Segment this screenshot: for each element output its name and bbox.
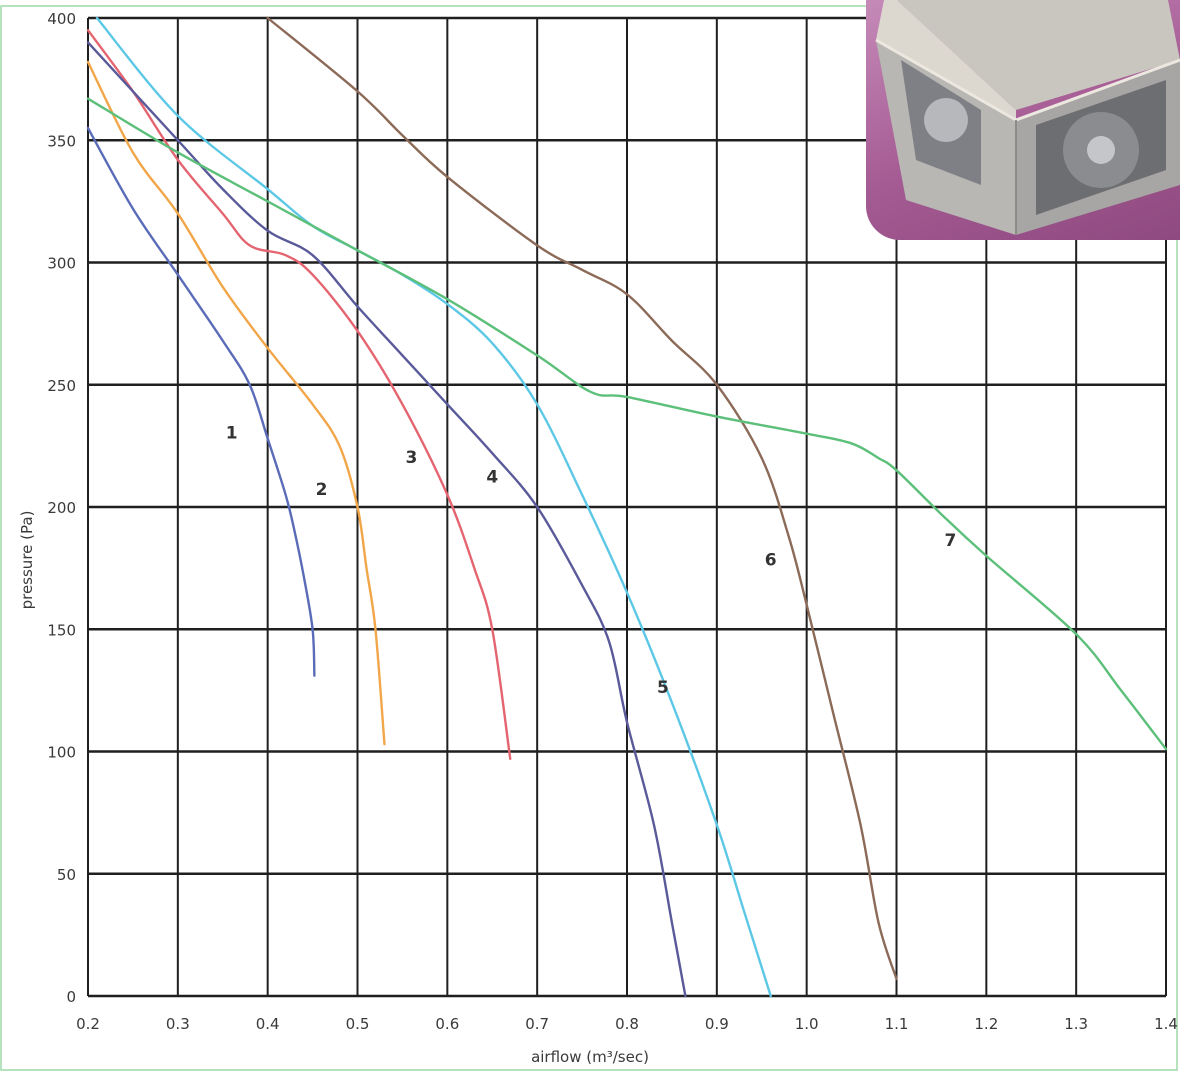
y-tick-label: 350	[47, 132, 76, 150]
y-tick-label: 250	[47, 377, 76, 395]
y-tick-label: 0	[66, 988, 76, 1006]
y-tick-label: 300	[47, 255, 76, 273]
y-tick-label: 150	[47, 621, 76, 639]
y-tick-label: 400	[47, 10, 76, 28]
x-tick-label: 0.2	[76, 1015, 100, 1033]
x-tick-label: 0.5	[346, 1015, 370, 1033]
curve-label-5: 5	[657, 678, 669, 698]
x-axis-label: airflow (m³/sec)	[531, 1048, 649, 1066]
product-photo	[866, 0, 1180, 240]
curve-label-6: 6	[765, 551, 777, 571]
curve-labels: 1 2 3 4 5 6 7	[226, 424, 957, 698]
x-tick-label: 0.4	[256, 1015, 280, 1033]
y-tick-label: 100	[47, 744, 76, 762]
x-tick-label: 0.9	[705, 1015, 729, 1033]
curve-1	[86, 126, 316, 677]
curve-label-7: 7	[944, 531, 956, 551]
curve-label-2: 2	[316, 480, 328, 500]
x-tick-label: 1.2	[974, 1015, 998, 1033]
x-tick-label: 1.3	[1064, 1015, 1088, 1033]
curve-7	[86, 97, 1168, 751]
ventilation-fan-box-icon	[875, 0, 1180, 235]
chart-frame	[0, 5, 1178, 1071]
x-tick-label: 1.4	[1154, 1015, 1178, 1033]
x-tick-label: 1.1	[885, 1015, 909, 1033]
x-tick-label: 1.0	[795, 1015, 819, 1033]
curve-5	[95, 16, 772, 998]
curve-3	[86, 29, 512, 761]
x-tick-label: 0.3	[166, 1015, 190, 1033]
tick-labels: 0.2 0.3 0.4 0.5 0.6 0.7 0.8 0.9 1.0 1.1 1.2 1.3 1.4 0…	[47, 10, 1178, 1033]
curve-label-3: 3	[405, 448, 417, 468]
curve-label-4: 4	[486, 468, 498, 488]
x-tick-label: 0.7	[525, 1015, 549, 1033]
x-tick-label: 0.8	[615, 1015, 639, 1033]
y-tick-label: 200	[47, 499, 76, 517]
curve-label-1: 1	[226, 424, 238, 444]
curve-4	[86, 41, 687, 998]
curve-2	[86, 60, 386, 746]
curves	[86, 16, 1168, 998]
x-tick-label: 0.6	[435, 1015, 459, 1033]
y-axis-label: pressure (Pa)	[18, 511, 36, 610]
curve-6	[266, 16, 898, 981]
y-tick-label: 50	[57, 866, 76, 884]
